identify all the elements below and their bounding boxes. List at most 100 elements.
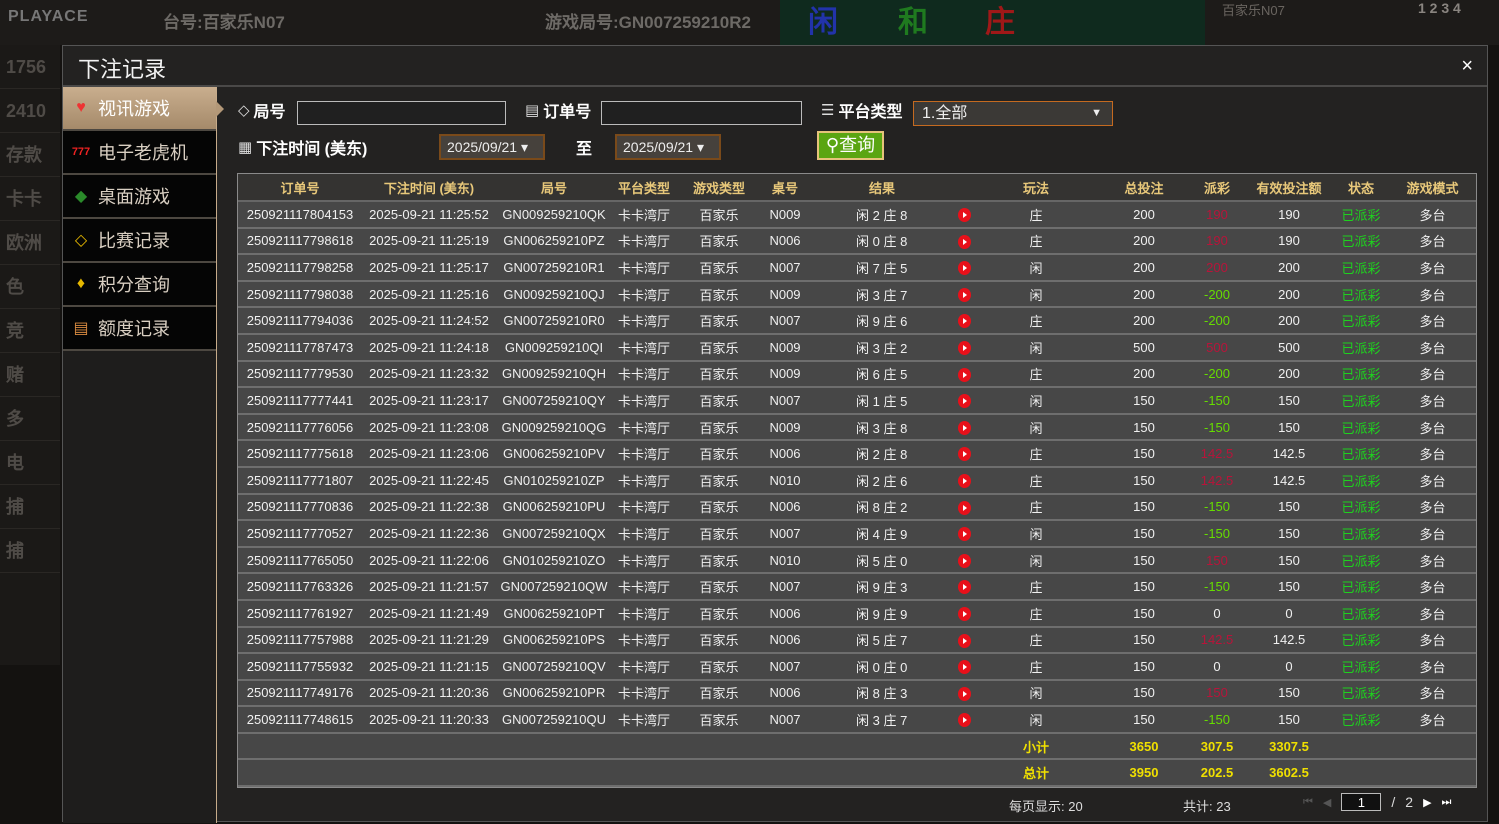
valid-bet: 150: [1245, 546, 1333, 575]
table-row: 250921117755932 2025-09-21 11:21:15 GN0072…: [238, 653, 1476, 681]
payout: -150: [1189, 413, 1245, 442]
play-icon[interactable]: [958, 341, 971, 356]
play-icon[interactable]: [958, 500, 971, 515]
play-icon[interactable]: [958, 633, 971, 648]
order-input[interactable]: [601, 101, 802, 125]
round-id: GN007259210QW: [496, 573, 612, 601]
result: 闲 8 庄 2: [808, 493, 956, 522]
first-page-icon[interactable]: ⏮: [1303, 795, 1313, 808]
table-row: 250921117770836 2025-09-21 11:22:38 GN0062…: [238, 493, 1476, 522]
bg-left-item: 1756: [0, 45, 60, 89]
game-type: 百家乐: [676, 653, 762, 681]
empty-cell: [238, 732, 362, 761]
play-icon[interactable]: [958, 367, 971, 382]
play-icon[interactable]: [958, 394, 971, 409]
last-page-icon[interactable]: ⏭: [1441, 795, 1452, 808]
sidebar-item-1[interactable]: 777 电子老虎机: [63, 131, 216, 175]
date-to-picker[interactable]: 2025/09/21 ▾: [615, 134, 721, 160]
round-id: 游戏局号:GN007259210R2: [545, 13, 751, 32]
close-icon[interactable]: ×: [1461, 55, 1473, 77]
play-icon[interactable]: [958, 208, 971, 223]
prev-page-icon[interactable]: ◀: [1322, 796, 1332, 809]
sidebar-item-4[interactable]: ♦ 积分查询: [63, 263, 216, 307]
play-icon[interactable]: [958, 234, 971, 249]
round-input[interactable]: [297, 101, 506, 125]
bg-left-item: 赌: [0, 353, 60, 397]
next-page-icon[interactable]: ▶: [1423, 796, 1432, 809]
sidebar-item-0[interactable]: ♥ 视讯游戏: [63, 87, 224, 131]
round-id: GN007259210QU: [496, 706, 612, 734]
total-bet: 200: [1099, 360, 1189, 389]
round-id: GN009259210QH: [496, 360, 612, 389]
page-count: 2: [1405, 794, 1414, 810]
replay-cell: [956, 333, 973, 362]
column-header: 状态: [1333, 174, 1389, 202]
sidebar-item-5[interactable]: ▤ 额度记录: [63, 307, 216, 351]
round-id: GN007259210R1: [496, 254, 612, 282]
valid-bet: 142.5: [1245, 466, 1333, 495]
play-icon[interactable]: [958, 527, 971, 542]
play-icon[interactable]: [958, 287, 971, 302]
play-icon[interactable]: [958, 580, 971, 595]
search-icon: ⚲: [825, 135, 840, 155]
valid-bet: 150: [1245, 493, 1333, 522]
game-mode: 多台: [1389, 360, 1476, 389]
bg-left-item: 捕: [0, 529, 60, 573]
valid-bet: 0: [1245, 653, 1333, 681]
result: 闲 2 庄 8: [808, 201, 956, 229]
bet-time: 2025-09-21 11:23:08: [362, 413, 496, 442]
play-icon[interactable]: [958, 261, 971, 276]
valid-bet: 190: [1245, 201, 1333, 229]
game-mode: 多台: [1389, 387, 1476, 415]
platform-label-text: 平台类型: [838, 104, 903, 121]
result: 闲 6 庄 5: [808, 360, 956, 389]
round-id: GN006259210PR: [496, 679, 612, 708]
order-label: ▤ 订单号: [525, 98, 591, 122]
platform-select[interactable]: 1.全部 ▼: [913, 101, 1113, 126]
table-header: 订单号 下注时间 (美东) 局号 平台类型 游戏类型 桌号 结果 玩法 总投注 派彩 有效投注额 状态…: [238, 174, 1476, 202]
sidebar-item-3[interactable]: ◇ 比赛记录: [63, 219, 216, 263]
bg-left-item: 电: [0, 441, 60, 485]
table-row: 250921117770527 2025-09-21 11:22:36 GN0072…: [238, 520, 1476, 548]
status: 已派彩: [1333, 653, 1389, 681]
platform: 卡卡湾厅: [612, 466, 676, 495]
order-id: 250921117770836: [238, 493, 362, 522]
play-icon[interactable]: [958, 713, 971, 728]
play-icon[interactable]: [958, 314, 971, 329]
order-id: 250921117771807: [238, 466, 362, 495]
bet-type: 庄: [973, 360, 1099, 389]
play-icon[interactable]: [958, 420, 971, 435]
sidebar-item-2[interactable]: ◆ 桌面游戏: [63, 175, 216, 219]
bet-tie: 和: [898, 6, 928, 39]
play-icon[interactable]: [958, 474, 971, 489]
game-mode: 多台: [1389, 546, 1476, 575]
platform: 卡卡湾厅: [612, 254, 676, 282]
table-row: 250921117798258 2025-09-21 11:25:17 GN0072…: [238, 254, 1476, 282]
bg-left-item: 存款: [0, 133, 60, 177]
date-from-value: 2025/09/21: [447, 139, 518, 155]
column-header: 派彩: [1189, 174, 1245, 202]
play-icon[interactable]: [958, 686, 971, 701]
empty-cell: [1389, 732, 1476, 761]
bg-left-item: 捕: [0, 485, 60, 529]
play-icon[interactable]: [958, 660, 971, 675]
query-button[interactable]: ⚲查询: [817, 131, 884, 160]
result: 闲 4 庄 9: [808, 520, 956, 548]
sidebar-item-label: 比赛记录: [98, 231, 170, 251]
summary-row-total: 总计 3950 202.5 3602.5: [238, 759, 1476, 788]
result: 闲 3 庄 2: [808, 333, 956, 362]
page-input[interactable]: [1341, 793, 1382, 811]
date-from-picker[interactable]: 2025/09/21 ▾: [439, 134, 545, 160]
play-icon[interactable]: [958, 553, 971, 568]
bet-time: 2025-09-21 11:20:33: [362, 706, 496, 734]
order-id: 250921117755932: [238, 653, 362, 681]
table-row: 250921117804153 2025-09-21 11:25:52 GN0092…: [238, 201, 1476, 229]
replay-cell: [956, 387, 973, 415]
play-icon[interactable]: [958, 606, 971, 621]
play-icon[interactable]: [958, 447, 971, 462]
result: 闲 8 庄 3: [808, 679, 956, 708]
game-mode: 多台: [1389, 307, 1476, 335]
table-no: N006: [762, 493, 808, 522]
status: 已派彩: [1333, 280, 1389, 309]
pagination: ⏮ ◀ / 2 ▶ ⏭: [1303, 793, 1451, 811]
